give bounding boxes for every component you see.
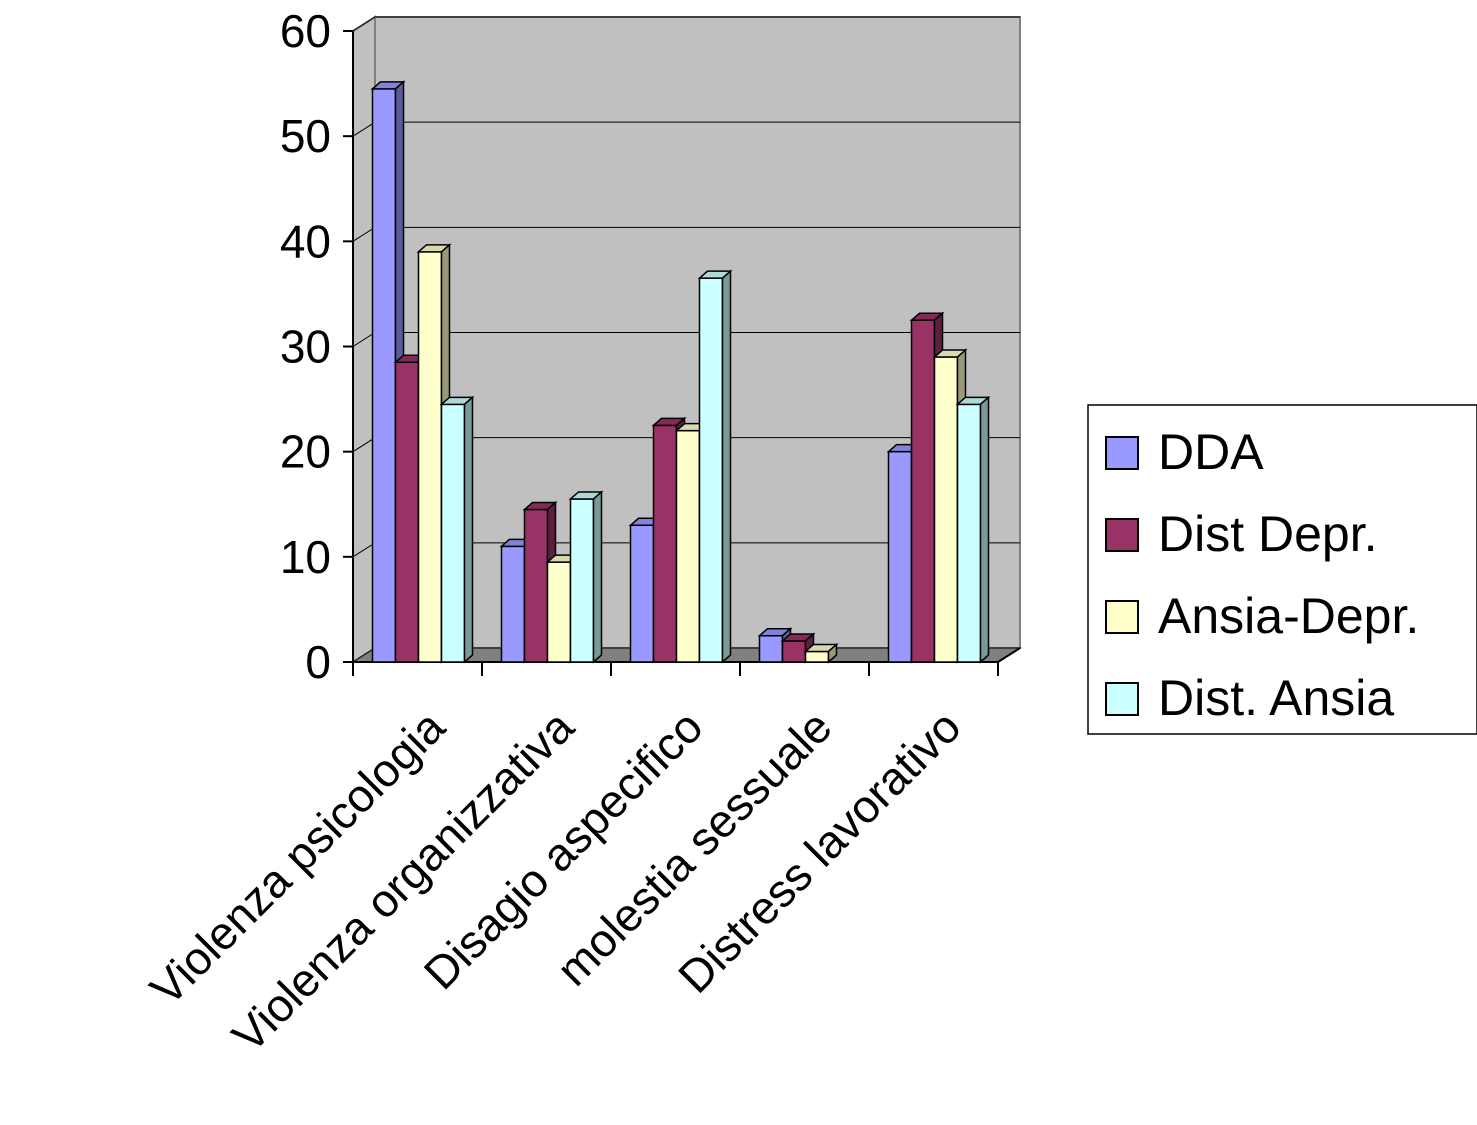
bar-front [394,361,420,663]
bar-side [827,642,838,664]
x-axis-depth-line [997,647,1021,663]
y-tick-labels: 0 10 20 30 40 50 60 [280,5,331,688]
bar-front [956,403,982,663]
bar-front [910,319,936,663]
bar-side [463,395,474,664]
bar-front [781,640,807,663]
bar-front [804,650,830,663]
legend-label: Dist. Ansia [1158,670,1394,726]
legend-swatch [1105,436,1139,470]
bar-front [758,634,784,663]
legend: DDA Dist Depr. Ansia-Depr. Dist. Ansia [1087,404,1477,735]
bar-front [629,524,655,663]
bar-side [979,395,990,664]
bar [439,395,475,664]
y-tick-label: 60 [280,5,331,57]
legend-label: DDA [1158,424,1264,480]
bars [370,80,991,664]
bar-front [569,498,595,663]
bar-front [523,508,549,663]
legend-swatch [1105,682,1139,716]
bar-front [440,403,466,663]
y-tick-label: 30 [280,321,331,373]
bar [955,395,991,664]
bar-side [721,269,732,664]
bar [803,642,839,664]
bar-front [546,561,572,663]
bar-front [698,277,724,663]
y-tick-label: 10 [280,531,331,583]
bar-front [500,545,526,663]
bar-front [887,450,913,663]
bar-front [371,88,397,663]
y-tick-label: 50 [280,110,331,162]
bar [568,490,604,664]
bar-front [933,356,959,663]
bar [697,269,733,664]
legend-swatch [1105,518,1139,552]
y-tick-label: 40 [280,215,331,267]
legend-box [1087,404,1477,735]
bar-front [417,251,443,663]
legend-label: Dist Depr. [1158,506,1378,562]
bar-front [652,424,678,663]
legend-label: Ansia-Depr. [1158,588,1419,644]
gridline [352,16,1020,32]
legend-swatch [1105,600,1139,634]
y-tick-label: 20 [280,426,331,478]
bar-side [592,490,603,664]
bar-front [675,429,701,663]
y-tick-label: 0 [305,636,331,688]
